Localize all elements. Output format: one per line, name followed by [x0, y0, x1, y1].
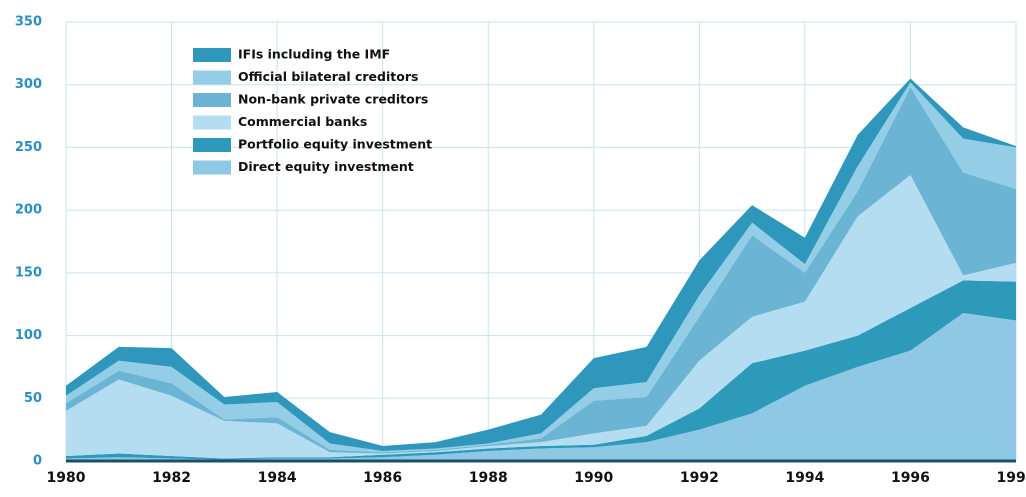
legend-swatch — [193, 138, 231, 152]
x-tick-label: 1996 — [891, 470, 930, 486]
x-tick-label: 1986 — [363, 470, 402, 486]
legend-label: Commercial banks — [238, 114, 367, 129]
legend-label: Non-bank private creditors — [238, 92, 428, 107]
y-tick-label: 350 — [15, 15, 42, 30]
area — [66, 312, 1016, 461]
y-tick-label: 100 — [15, 328, 42, 343]
y-tick-label: 150 — [15, 265, 42, 280]
legend-swatch — [193, 48, 231, 62]
y-tick-label: 250 — [15, 140, 42, 155]
legend-swatch — [193, 115, 231, 130]
y-tick-label: 50 — [24, 391, 42, 406]
x-tick-label: 1984 — [258, 470, 297, 486]
legend-label: Official bilateral creditors — [238, 69, 418, 84]
x-tick-label: 1994 — [785, 470, 824, 486]
area — [66, 280, 1016, 460]
legend-swatch — [193, 70, 231, 85]
y-tick-label: 0 — [33, 454, 42, 469]
legend-label: IFIs including the IMF — [238, 47, 390, 62]
x-tick-label: 1998 — [997, 470, 1026, 486]
y-tick-label: 300 — [15, 77, 42, 92]
area — [66, 87, 1016, 454]
x-tick-label: 1982 — [152, 470, 191, 486]
y-tick-label: 200 — [15, 203, 42, 218]
x-tick-label: 1980 — [47, 470, 86, 486]
x-tick-label: 1988 — [469, 470, 508, 486]
legend-swatch — [193, 93, 231, 107]
x-tick-label: 1990 — [574, 470, 613, 486]
x-tick-label: 1992 — [680, 470, 719, 486]
legend-swatch — [193, 160, 231, 175]
area — [66, 175, 1016, 459]
legend-label: Direct equity investment — [238, 159, 414, 174]
legend-label: Portfolio equity investment — [238, 137, 432, 152]
